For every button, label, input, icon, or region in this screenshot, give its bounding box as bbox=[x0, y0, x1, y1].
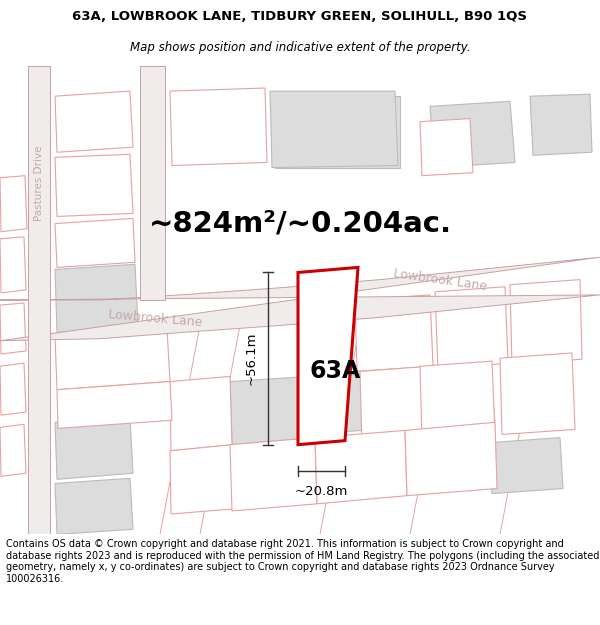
Polygon shape bbox=[0, 303, 26, 354]
Polygon shape bbox=[55, 418, 133, 479]
Polygon shape bbox=[0, 363, 26, 415]
Polygon shape bbox=[230, 376, 315, 445]
Polygon shape bbox=[170, 88, 267, 166]
Polygon shape bbox=[55, 91, 133, 152]
Polygon shape bbox=[355, 295, 433, 371]
Polygon shape bbox=[270, 91, 398, 168]
Polygon shape bbox=[315, 431, 407, 504]
Polygon shape bbox=[405, 422, 497, 496]
Polygon shape bbox=[0, 424, 26, 476]
Polygon shape bbox=[420, 119, 473, 176]
Polygon shape bbox=[55, 329, 170, 389]
Polygon shape bbox=[0, 237, 26, 293]
Text: ~824m²/~0.204ac.: ~824m²/~0.204ac. bbox=[148, 209, 452, 238]
Polygon shape bbox=[55, 154, 133, 216]
Polygon shape bbox=[170, 445, 234, 514]
Polygon shape bbox=[420, 361, 495, 441]
Polygon shape bbox=[55, 264, 138, 332]
Polygon shape bbox=[505, 361, 574, 423]
Text: Map shows position and indicative extent of the property.: Map shows position and indicative extent… bbox=[130, 41, 470, 54]
Polygon shape bbox=[230, 438, 317, 511]
Text: ~20.8m: ~20.8m bbox=[295, 486, 348, 499]
Polygon shape bbox=[275, 96, 400, 168]
Polygon shape bbox=[430, 101, 515, 168]
Text: ~56.1m: ~56.1m bbox=[245, 332, 258, 386]
Text: Lowbrook Lane: Lowbrook Lane bbox=[392, 267, 488, 292]
Polygon shape bbox=[28, 66, 50, 534]
Text: 63A, LOWBROOK LANE, TIDBURY GREEN, SOLIHULL, B90 1QS: 63A, LOWBROOK LANE, TIDBURY GREEN, SOLIH… bbox=[73, 10, 527, 23]
Polygon shape bbox=[55, 478, 133, 534]
Polygon shape bbox=[0, 258, 600, 341]
Polygon shape bbox=[140, 66, 165, 300]
Polygon shape bbox=[490, 438, 563, 494]
Text: Pastures Drive: Pastures Drive bbox=[34, 145, 44, 221]
Polygon shape bbox=[530, 94, 592, 155]
Polygon shape bbox=[57, 381, 172, 428]
Polygon shape bbox=[510, 279, 582, 365]
Text: Contains OS data © Crown copyright and database right 2021. This information is : Contains OS data © Crown copyright and d… bbox=[6, 539, 599, 584]
Polygon shape bbox=[55, 219, 135, 268]
Polygon shape bbox=[360, 366, 433, 446]
Text: 63A: 63A bbox=[310, 359, 361, 383]
Polygon shape bbox=[415, 366, 495, 428]
Polygon shape bbox=[500, 353, 575, 434]
Text: Lowbrook Lane: Lowbrook Lane bbox=[107, 308, 203, 329]
Polygon shape bbox=[298, 268, 358, 445]
Polygon shape bbox=[330, 371, 405, 432]
Polygon shape bbox=[435, 287, 508, 369]
Polygon shape bbox=[0, 176, 27, 232]
Polygon shape bbox=[170, 376, 232, 451]
